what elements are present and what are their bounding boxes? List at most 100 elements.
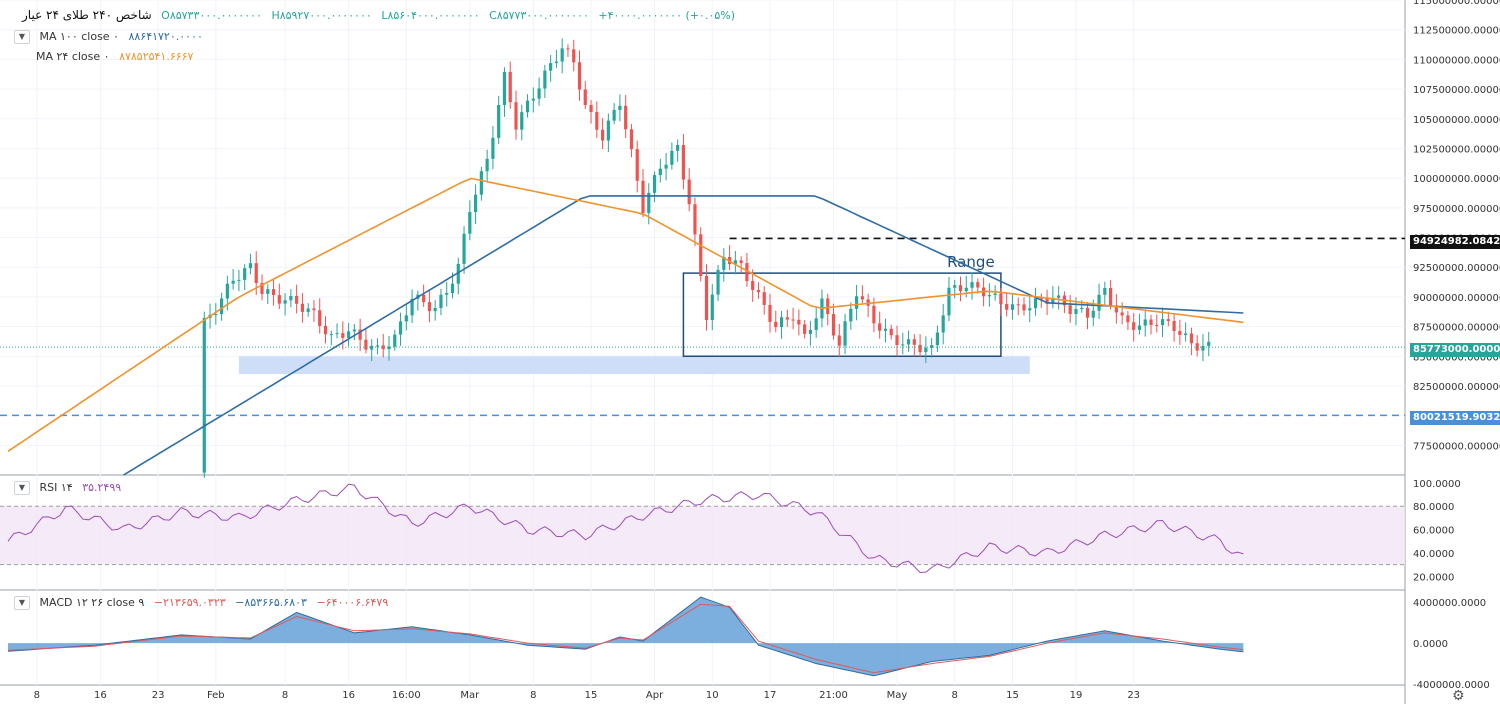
collapse-icon[interactable]: ▼ [14, 596, 30, 610]
candle-body [1045, 298, 1049, 304]
candle-body [1074, 308, 1078, 314]
candle-body [1085, 307, 1090, 318]
x-tick-label: 17 [764, 690, 777, 701]
rsi-y-tick: 100.0000 [1413, 479, 1461, 490]
candle-body [243, 268, 247, 280]
y-tick-label: 87500000.0000000 [1413, 323, 1500, 334]
candle-body [1057, 295, 1061, 298]
candle-body [999, 293, 1003, 305]
candle-body [901, 344, 905, 346]
candle-body [283, 300, 287, 304]
candle-body [219, 298, 224, 315]
rsi-y-tick: 60.0000 [1413, 526, 1454, 537]
y-tick-label: 92500000.0000000 [1413, 263, 1500, 274]
candle-body [410, 298, 414, 316]
candle-body [237, 279, 241, 281]
candle-body [318, 310, 322, 327]
candle-body [883, 328, 888, 331]
close-value: C۸۵۷۷۳۰۰۰.۰۰۰۰۰۰۰ [489, 9, 589, 22]
candle-body [531, 98, 535, 101]
x-tick-label: Mar [460, 690, 480, 701]
rsi-y-tick: 20.0000 [1413, 572, 1454, 583]
candle-body [485, 158, 489, 172]
legend-ma100: ▼ MA ۱۰۰ close ۰ ۸۸۶۴۱۷۲۰.۰۰۰۰ [14, 30, 209, 44]
settings-gear-icon[interactable]: ⚙ [1452, 688, 1465, 704]
candle-body [745, 263, 749, 282]
candle-body [941, 315, 945, 333]
candle-body [358, 329, 362, 340]
candle-body [1137, 325, 1142, 330]
candle-body [1166, 319, 1170, 322]
candle-body [756, 290, 761, 293]
candle-body [462, 233, 466, 264]
candle-body [1033, 298, 1038, 309]
y-tick-label: 90000000.0000000 [1413, 293, 1500, 304]
candle-body [687, 179, 691, 205]
header-ohlc: شاخص ۲۴۰ طلای ۲۴ عیار O۸۵۷۳۳۰۰۰.۰۰۰۰۰۰۰ … [22, 8, 741, 22]
candle-body [1108, 287, 1113, 306]
candle-body [785, 317, 789, 320]
candle-body [710, 294, 714, 321]
candle-body [739, 260, 743, 264]
collapse-icon[interactable]: ▼ [14, 481, 30, 495]
candle-body [1201, 345, 1205, 351]
candle-body [566, 48, 570, 50]
candle-body [572, 49, 576, 63]
candle-body [364, 339, 368, 350]
candle-body [930, 345, 934, 348]
candle-body [306, 308, 310, 312]
candle-body [693, 204, 697, 235]
candle-body [970, 282, 974, 288]
candle-body [733, 260, 737, 265]
macd-histogram-value: −۲۱۳۶۵۹.۰۳۲۳ [153, 596, 226, 609]
y-tick-label: 105000000.0000000 [1413, 115, 1500, 126]
candle-body [1172, 321, 1176, 331]
candle-body [352, 329, 356, 332]
y-tick-label: 97500000.0000000 [1413, 204, 1500, 215]
y-tick-label: 77500000.0000000 [1413, 441, 1500, 452]
candle-body [953, 285, 957, 288]
candle-body [1005, 304, 1009, 310]
candle-body [381, 345, 385, 350]
candle-body [1091, 310, 1095, 318]
candle-body [964, 287, 968, 292]
candle-body [560, 48, 564, 62]
candle-body [1207, 341, 1211, 346]
candle-body [335, 333, 339, 335]
rsi-value: ۳۵.۲۴۹۹ [82, 481, 122, 494]
candle-body [271, 289, 276, 296]
candle-body [1103, 287, 1107, 295]
candle-body [704, 276, 709, 321]
macd-label: MACD ۱۲ ۲۶ close ۹ [39, 596, 145, 609]
candle-body [543, 70, 547, 89]
candle-body [658, 168, 662, 176]
legend-macd: ▼ MACD ۱۲ ۲۶ close ۹ −۲۱۳۶۵۹.۰۳۲۳ −۸۵۳۶۶… [14, 596, 394, 610]
collapse-icon[interactable]: ▼ [14, 30, 30, 44]
candle-body [924, 347, 928, 353]
candle-body [664, 164, 668, 169]
candle-body [375, 345, 380, 347]
candle-body [341, 333, 345, 338]
candle-body [422, 294, 426, 303]
candle-body [716, 269, 720, 295]
x-tick-label: 23 [1127, 690, 1140, 701]
candle-body [595, 112, 599, 130]
candle-body [1022, 304, 1026, 311]
candle-body [993, 293, 997, 296]
rsi-y-tick: 80.0000 [1413, 502, 1454, 513]
candle-body [1051, 297, 1055, 304]
candle-body [554, 61, 559, 64]
candle-body [612, 109, 616, 121]
macd-y-tick: -4000000.0000 [1413, 680, 1490, 691]
candle-body [202, 317, 206, 473]
candle-body [1080, 307, 1084, 309]
candle-body [918, 344, 922, 353]
candle-body [393, 334, 397, 347]
candle-body [491, 137, 495, 159]
candle-body [1016, 304, 1020, 306]
range-label: Range [947, 253, 995, 271]
candle-body [1120, 312, 1124, 316]
rsi-line [7, 483, 1244, 574]
